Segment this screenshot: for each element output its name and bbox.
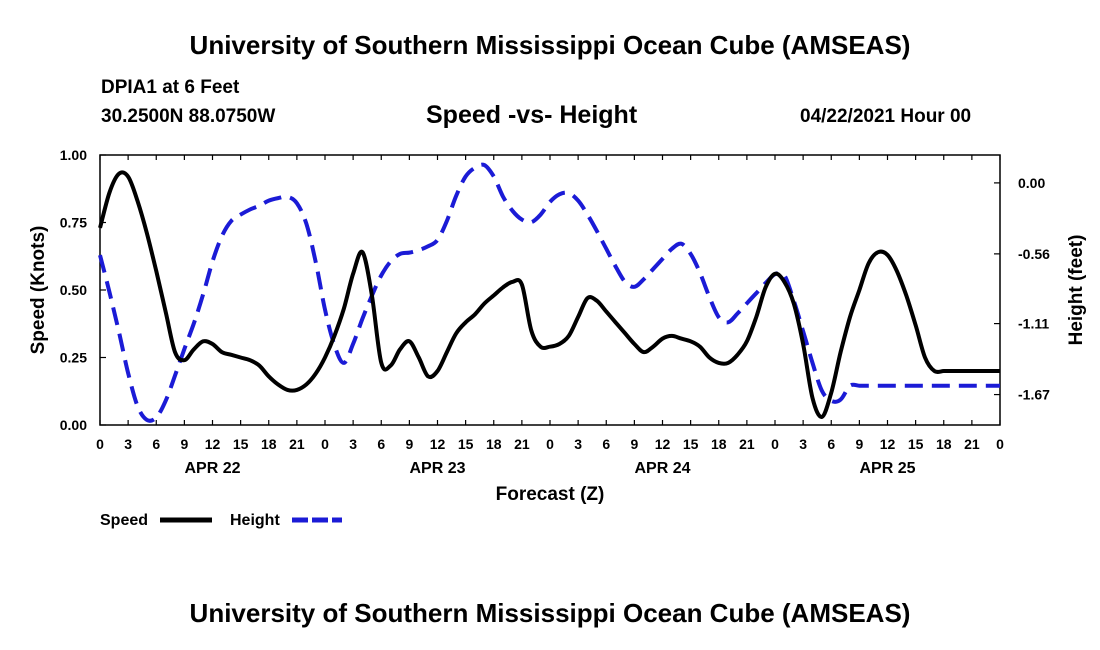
x-tick-label: 3 xyxy=(799,436,807,452)
x-tick-label: 15 xyxy=(683,436,699,452)
y2-tick-label: -1.67 xyxy=(1018,387,1050,403)
speed-series-line xyxy=(98,170,1000,419)
x-tick-label: 15 xyxy=(233,436,249,452)
y-tick-label: 0.25 xyxy=(60,350,87,366)
x-tick-label: 3 xyxy=(124,436,132,452)
x-tick-label: 18 xyxy=(936,436,952,452)
x-tick-label: 6 xyxy=(827,436,835,452)
day-label: APR 22 xyxy=(184,460,240,477)
x-tick-label: 9 xyxy=(630,436,638,452)
day-label: APR 25 xyxy=(859,460,915,477)
x-tick-label: 21 xyxy=(289,436,305,452)
x-tick-label: 18 xyxy=(486,436,502,452)
x-tick-label: 0 xyxy=(321,436,329,452)
x-tick-label: 12 xyxy=(880,436,896,452)
x-tick-label: 21 xyxy=(739,436,755,452)
y-tick-label: 0.75 xyxy=(60,215,87,231)
x-tick-label: 3 xyxy=(349,436,357,452)
y2-axis-label: Height (feet) xyxy=(1066,235,1087,346)
day-labels: APR 22 APR 23 APR 24 APR 25 xyxy=(184,460,915,477)
x-tick-label: 0 xyxy=(546,436,554,452)
x-tick-label: 3 xyxy=(574,436,582,452)
x-tick-label: 9 xyxy=(180,436,188,452)
x-tick-label: 15 xyxy=(458,436,474,452)
footer-title: University of Southern Mississippi Ocean… xyxy=(189,598,911,628)
station-label: DPIA1 at 6 Feet xyxy=(101,77,240,98)
x-tick-label: 21 xyxy=(964,436,980,452)
x-tick-label: 18 xyxy=(711,436,727,452)
x-tick-label: 9 xyxy=(405,436,413,452)
x-tick-label: 21 xyxy=(514,436,530,452)
x-tick-label: 12 xyxy=(655,436,671,452)
x-tick-label: 15 xyxy=(908,436,924,452)
x-tick-label: 18 xyxy=(261,436,277,452)
x-tick-label: 6 xyxy=(602,436,610,452)
x-tick-label: 0 xyxy=(96,436,104,452)
day-label: APR 24 xyxy=(634,460,690,477)
legend-height-label: Height xyxy=(230,512,280,529)
x-tick-label: 6 xyxy=(377,436,385,452)
day-label: APR 23 xyxy=(409,460,465,477)
x-tick-label: 12 xyxy=(430,436,446,452)
y-axis-label: Speed (Knots) xyxy=(28,226,49,355)
coordinates-label: 30.2500N 88.0750W xyxy=(101,106,276,127)
x-tick-label: 9 xyxy=(855,436,863,452)
legend-speed-label: Speed xyxy=(100,512,148,529)
y2-tick-label: 0.00 xyxy=(1018,175,1045,191)
y-tick-label: 0.50 xyxy=(60,282,87,298)
y-tick-label: 0.00 xyxy=(60,417,87,433)
forecast-date: 04/22/2021 Hour 00 xyxy=(800,106,972,127)
x-tick-label: 0 xyxy=(771,436,779,452)
plot-frame xyxy=(99,154,1001,426)
x-tick-label: 12 xyxy=(205,436,221,452)
y2-tick-label: -0.56 xyxy=(1018,246,1050,262)
x-tick-label: 0 xyxy=(996,436,1004,452)
chart-title: Speed -vs- Height xyxy=(426,101,638,129)
legend: Speed Height xyxy=(100,512,342,529)
height-series-line xyxy=(98,162,1000,423)
y2-tick-labels: 0.00 -0.56 -1.11 -1.67 xyxy=(1018,175,1050,403)
y-tick-labels: 0.00 0.25 0.50 0.75 1.00 xyxy=(60,147,87,433)
page-title: University of Southern Mississippi Ocean… xyxy=(189,30,911,60)
y2-tick-label: -1.11 xyxy=(1018,316,1049,332)
x-tick-label: 6 xyxy=(152,436,160,452)
x-tick-labels: 0 3 6 9 12 15 18 21 0 3 6 9 12 15 18 21 0 3 6 9 12 15 18 21 0 3 6 9… xyxy=(96,436,1004,452)
x-axis-label: Forecast (Z) xyxy=(496,484,605,505)
y-tick-label: 1.00 xyxy=(60,147,87,163)
